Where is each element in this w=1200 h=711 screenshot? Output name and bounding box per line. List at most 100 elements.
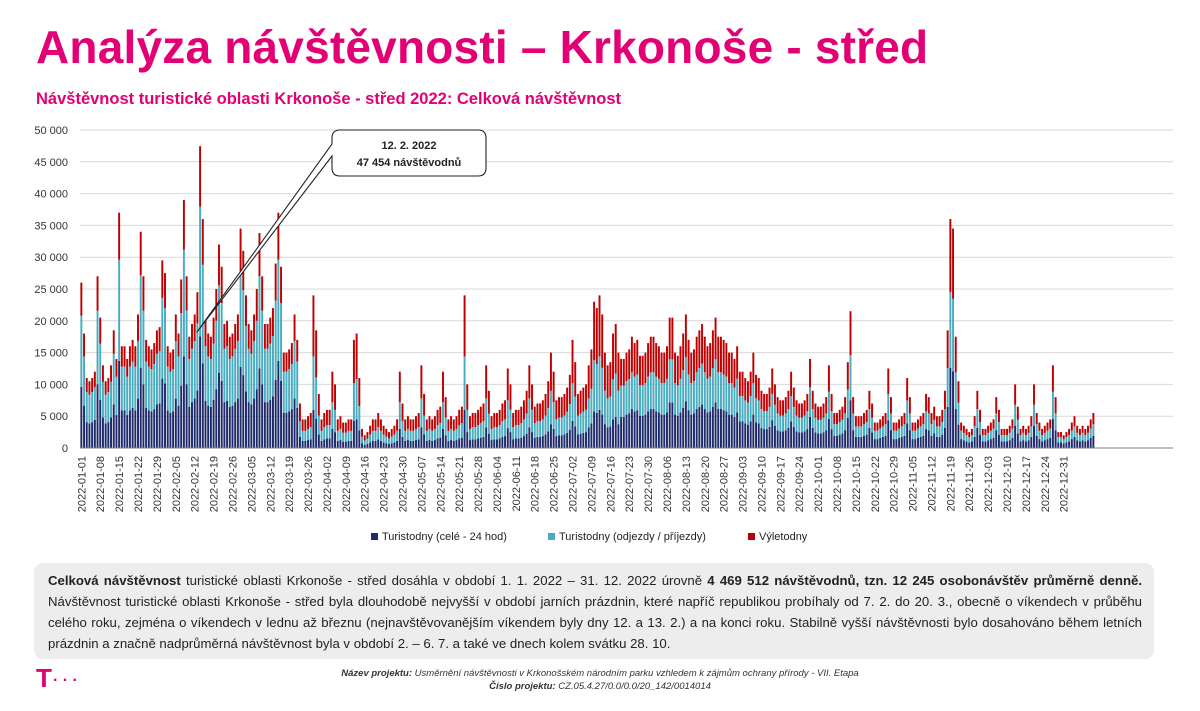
legend-label: Výletodny: [759, 531, 808, 543]
bar-segment-odjezdy: [296, 361, 299, 408]
bar-segment-odjezdy: [827, 391, 830, 420]
x-tick-label: 2022-05-28: [473, 456, 485, 512]
bar-segment-24h: [371, 440, 374, 448]
chart-legend: Turistodny (celé - 24 hod) Turistodny (od…: [371, 531, 808, 543]
bar-segment-24h: [846, 417, 849, 448]
bar-segment-odjezdy: [1011, 428, 1014, 438]
bar-segment-vyletodny: [671, 317, 674, 360]
bar-segment-odjezdy: [525, 413, 528, 434]
bar-segment-24h: [398, 428, 401, 448]
bar-segment-odjezdy: [674, 383, 677, 415]
bar-segment-odjezdy: [730, 383, 733, 415]
bar-segment-24h: [790, 421, 793, 448]
bar-segment-odjezdy: [719, 372, 722, 410]
chart-subtitle: Návštěvnost turistické oblasti Krkonoše …: [36, 90, 622, 108]
bar-segment-vyletodny: [363, 435, 366, 441]
bar-segment-24h: [466, 432, 469, 448]
bar-segment-24h: [512, 439, 515, 448]
bar-segment-odjezdy: [536, 421, 539, 437]
x-tick-label: 2022-05-21: [454, 456, 466, 512]
bar-segment-24h: [892, 439, 895, 448]
bar-segment-24h: [487, 433, 490, 448]
bar-segment-vyletodny: [379, 419, 382, 431]
bar-segment-odjezdy: [80, 315, 83, 387]
bar-segment-odjezdy: [736, 378, 739, 413]
bar-segment-24h: [568, 429, 571, 448]
bar-segment-odjezdy: [968, 437, 971, 443]
bar-segment-vyletodny: [393, 425, 396, 435]
bar-segment-vyletodny: [123, 346, 126, 367]
bar-segment-odjezdy: [120, 366, 123, 411]
x-tick-label: 2022-09-17: [775, 456, 787, 512]
bar-segment-odjezdy: [903, 424, 906, 436]
bar-segment-vyletodny: [957, 381, 960, 403]
bar-segment-odjezdy: [865, 422, 868, 435]
bar-segment-24h: [746, 424, 749, 448]
bar-segment-24h: [501, 436, 504, 448]
bar-segment-24h: [215, 389, 218, 448]
bar-segment-odjezdy: [91, 392, 94, 423]
bar-segment-24h: [120, 410, 123, 448]
bar-segment-24h: [979, 434, 982, 448]
bar-segment-24h: [830, 429, 833, 448]
bar-segment-24h: [236, 398, 239, 448]
bar-segment-vyletodny: [692, 349, 695, 381]
bar-segment-vyletodny: [374, 419, 377, 431]
bar-segment-vyletodny: [358, 378, 361, 407]
bar-segment-odjezdy: [568, 404, 571, 430]
bar-segment-vyletodny: [798, 403, 801, 418]
bar-segment-24h: [973, 436, 976, 448]
bar-segment-24h: [960, 439, 963, 448]
bar-segment-odjezdy: [377, 427, 380, 440]
bar-segment-odjezdy: [916, 428, 919, 438]
bar-segment-odjezdy: [765, 411, 768, 430]
bar-segment-vyletodny: [1038, 422, 1041, 431]
bar-segment-vyletodny: [1041, 428, 1044, 436]
bar-segment-24h: [773, 425, 776, 448]
bar-segment-vyletodny: [355, 333, 358, 380]
bar-segment-24h: [212, 399, 215, 448]
bar-segment-odjezdy: [493, 427, 496, 440]
bar-segment-odjezdy: [630, 372, 633, 410]
bar-segment-odjezdy: [169, 371, 172, 413]
x-tick-label: 2022-03-12: [265, 456, 277, 512]
bar-segment-vyletodny: [614, 323, 617, 374]
bar-segment-odjezdy: [593, 360, 596, 412]
bar-segment-vyletodny: [285, 352, 288, 372]
bar-segment-24h: [199, 336, 202, 448]
bar-segment-odjezdy: [123, 366, 126, 411]
bar-segment-24h: [938, 436, 941, 448]
bar-segment-24h: [444, 435, 447, 448]
x-tick-label: 2022-10-15: [851, 456, 863, 512]
bar-segment-vyletodny: [871, 403, 874, 418]
bar-segment-24h: [471, 439, 474, 448]
bar-segment-24h: [539, 436, 542, 448]
bar-segment-odjezdy: [161, 297, 164, 379]
bar-segment-odjezdy: [352, 383, 355, 421]
bar-segment-odjezdy: [733, 387, 736, 417]
x-tick-label: 2022-09-03: [738, 456, 750, 512]
bar-segment-vyletodny: [366, 432, 369, 439]
bar-segment-vyletodny: [131, 339, 134, 362]
bar-segment-vyletodny: [161, 260, 164, 298]
bar-segment-vyletodny: [501, 403, 504, 422]
bar-segment-24h: [800, 432, 803, 448]
bar-segment-24h: [166, 410, 169, 448]
bar-segment-odjezdy: [191, 348, 193, 403]
bar-segment-odjezdy: [307, 428, 310, 441]
bar-segment-24h: [352, 420, 355, 448]
bar-segment-vyletodny: [177, 333, 180, 357]
bar-segment-vyletodny: [865, 409, 868, 423]
bar-segment-vyletodny: [544, 393, 547, 416]
bar-segment-vyletodny: [298, 403, 301, 422]
bar-segment-odjezdy: [442, 402, 444, 429]
bar-segment-odjezdy: [115, 376, 118, 416]
bar-segment-24h: [145, 407, 148, 448]
bar-segment-odjezdy: [660, 383, 663, 415]
bar-segment-vyletodny: [630, 336, 633, 373]
bar-segment-vyletodny: [568, 374, 571, 405]
bar-segment-odjezdy: [509, 409, 512, 433]
annotation-date: 12. 2. 2022: [381, 140, 436, 152]
bar-segment-vyletodny: [701, 323, 704, 364]
bar-segment-24h: [409, 440, 412, 448]
